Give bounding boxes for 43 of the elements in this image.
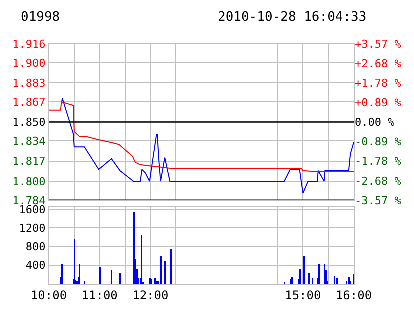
bar: [318, 264, 320, 284]
y2-tick-label: +0.89 %: [355, 96, 402, 110]
x-tick-label: 15:00: [285, 288, 322, 302]
bar: [170, 249, 172, 284]
bar: [160, 256, 162, 284]
x-tick-label: 11:00: [82, 288, 118, 302]
bar: [164, 261, 166, 284]
y-tick-label: 1.800: [12, 175, 46, 188]
bar: [336, 278, 338, 284]
bar: [299, 269, 301, 284]
x-tick-label: 10:00: [30, 288, 68, 302]
x-tick-label: 16:00: [336, 288, 372, 302]
y-tick-label: 1.834: [12, 135, 46, 148]
line-series: [61, 98, 354, 194]
bar: [154, 278, 156, 284]
bar: [133, 212, 135, 284]
y2-tick-label: -2.68 %: [355, 174, 402, 188]
y-tick-label: 1.817: [12, 155, 46, 168]
line-series: [49, 102, 354, 173]
bar: [99, 267, 101, 284]
y2-tick-label: +3.57 %: [355, 38, 402, 51]
bar: [61, 264, 63, 284]
bar: [348, 277, 350, 284]
y2-tick-label: +1.78 %: [355, 77, 402, 90]
y2-tick-label: 0.00 %: [355, 116, 396, 130]
y2-tick-label: -0.89 %: [355, 136, 402, 149]
chart-subtitle: 2010-10-28 16:04:33: [218, 10, 367, 25]
y-tick-label: 1200: [19, 222, 46, 235]
y-tick-label: 400: [26, 259, 46, 272]
y-tick-label: 1.850: [12, 116, 46, 130]
y-tick-label: 1.867: [12, 96, 46, 109]
bar: [303, 256, 305, 284]
bar: [119, 273, 121, 284]
y-tick-label: 1.900: [12, 56, 46, 70]
y2-tick-label: +2.68 %: [355, 57, 402, 70]
bar: [308, 273, 310, 284]
y-tick-label: 800: [26, 240, 46, 254]
y-tick-label: 1.883: [12, 76, 46, 90]
x-tick-label: 12:00: [132, 288, 169, 302]
y2-tick-label: -3.57 %: [355, 194, 402, 208]
y-tick-label: 1.916: [12, 38, 46, 51]
y2-tick-label: -1.78 %: [355, 155, 402, 168]
chart-title: 01998: [21, 10, 60, 25]
